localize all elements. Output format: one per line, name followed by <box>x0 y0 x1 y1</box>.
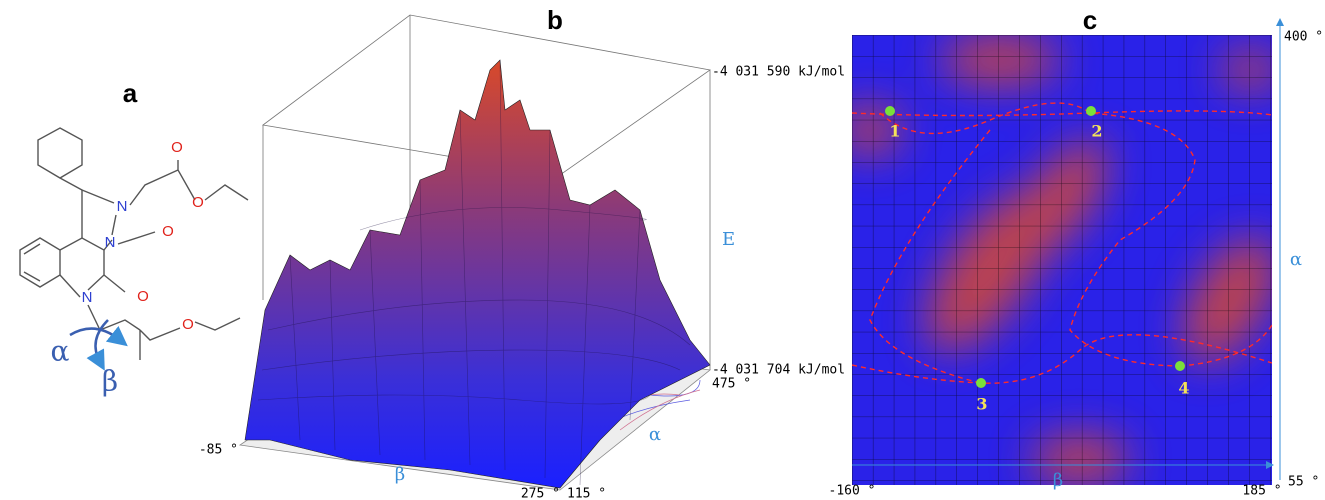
alpha-tick: 55 ° <box>1288 475 1319 490</box>
alpha-axis-label: α <box>649 424 661 445</box>
rotation-arrow <box>86 319 109 371</box>
beta-axis-label: β <box>1053 470 1063 491</box>
alpha-tick: 400 ° <box>1284 30 1323 45</box>
point-label: 4 <box>1178 379 1189 398</box>
heatmap <box>852 35 1272 485</box>
atom: O <box>182 316 194 333</box>
beta-axis-label: β <box>395 464 405 485</box>
atom: N <box>117 198 128 215</box>
energy-tick: -4 031 590 kJ/mol <box>712 65 845 80</box>
energy-axis-label: E <box>722 229 735 250</box>
surface-mesh <box>257 59 691 486</box>
beta-tick: -160 ° <box>829 484 876 499</box>
molecule <box>19 127 249 360</box>
beta-tick: -85 ° <box>199 443 238 458</box>
alpha-label: α <box>51 335 70 368</box>
atom: O <box>192 194 204 211</box>
energy-surface <box>244 59 711 489</box>
alpha-tick: 475 ° <box>712 377 751 392</box>
panel-label: a <box>123 78 138 108</box>
energy-tick: -4 031 704 kJ/mol <box>712 363 845 378</box>
alpha-axis-label: α <box>1290 249 1302 270</box>
alpha-tick: 115 ° <box>567 487 606 500</box>
atom: N <box>82 289 93 306</box>
beta-label: β <box>102 365 118 398</box>
panel-label: c <box>1083 5 1097 35</box>
atom: O <box>137 288 149 305</box>
atom: N <box>105 234 116 251</box>
panel-label: b <box>547 5 563 35</box>
point-label: 1 <box>889 122 900 141</box>
beta-tick: 185 ° <box>1242 484 1281 499</box>
point-label: 3 <box>976 395 987 414</box>
minimum-points <box>885 106 1185 388</box>
atom: O <box>162 223 174 240</box>
atom: O <box>171 139 183 156</box>
point-label: 2 <box>1091 122 1102 141</box>
beta-tick: 275 ° <box>521 487 560 500</box>
rotation-arrow <box>69 325 128 347</box>
